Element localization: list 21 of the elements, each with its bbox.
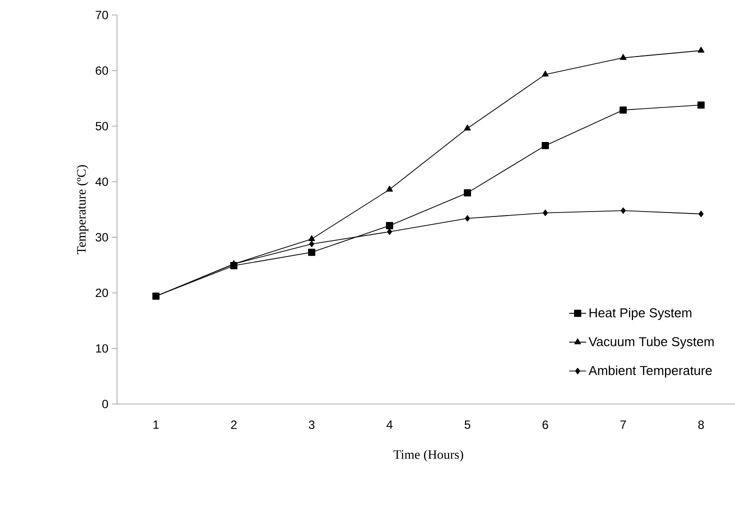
x-tick-label: 3 bbox=[308, 420, 314, 429]
legend-label: Heat Pipe System bbox=[590, 308, 692, 320]
x-tick-label: 6 bbox=[542, 420, 548, 429]
y-tick-label: 20 bbox=[96, 288, 108, 298]
x-tick-label: 2 bbox=[231, 420, 237, 429]
legend-label: Ambient Temperature bbox=[588, 366, 712, 378]
x-axis-title: Time (Hours) bbox=[394, 450, 464, 462]
y-tick-label: 70 bbox=[96, 10, 108, 20]
y-tick-label: 10 bbox=[96, 344, 108, 353]
x-tick-label: 7 bbox=[620, 420, 626, 429]
y-axis-title: Temperature (ºC) bbox=[76, 165, 88, 254]
y-tick-label: 0 bbox=[102, 400, 108, 408]
y-tick-label: 50 bbox=[96, 122, 108, 130]
x-tick-label: 8 bbox=[698, 420, 704, 429]
y-tick-label: 30 bbox=[96, 233, 108, 242]
y-tick-label: 40 bbox=[95, 177, 108, 186]
x-tick-label: 1 bbox=[154, 420, 159, 429]
y-tick-label: 60 bbox=[96, 66, 108, 75]
x-tick-label: 4 bbox=[386, 420, 393, 429]
legend-label: Vacuum Tube System bbox=[588, 336, 714, 349]
x-tick-label: 5 bbox=[464, 420, 470, 429]
